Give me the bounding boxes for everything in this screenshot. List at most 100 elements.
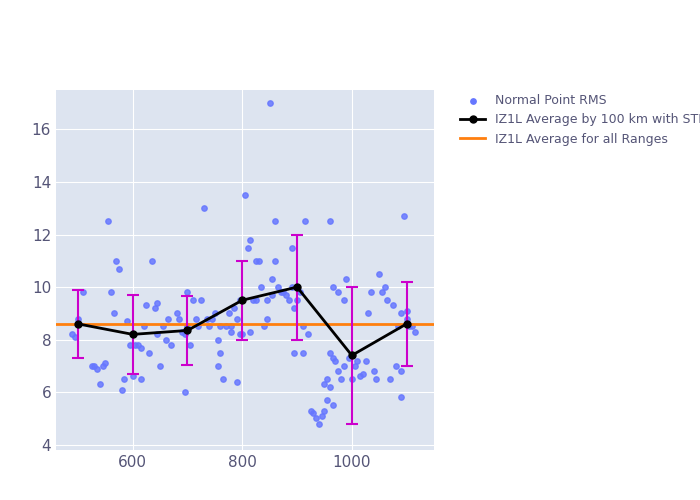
Point (398, 212, 409, 220)
Point (349, 362, 360, 370)
Point (162, 314, 174, 322)
Point (324, 383, 335, 391)
Point (374, 270, 385, 278)
Point (174, 314, 185, 322)
Point (195, 296, 206, 304)
Point (144, 349, 155, 357)
Point (404, 322, 415, 330)
Point (341, 275, 352, 283)
Point (357, 370, 368, 378)
Point (237, 330, 248, 338)
Point (130, 341, 141, 349)
Point (215, 349, 226, 357)
Point (248, 296, 259, 304)
Point (188, 296, 199, 304)
Point (215, 322, 226, 330)
Point (66, 330, 78, 338)
Point (360, 356, 371, 364)
Legend: Normal Point RMS, IZ1L Average by 100 km with STD, IZ1L Average for all Ranges: Normal Point RMS, IZ1L Average by 100 km… (456, 89, 700, 150)
Point (346, 375, 358, 383)
Point (401, 306, 412, 314)
Point (171, 310, 182, 318)
Point (270, 257, 281, 265)
Point (204, 322, 215, 330)
Point (377, 288, 388, 296)
Point (395, 310, 407, 318)
Point (158, 322, 169, 330)
Point (99, 360, 111, 368)
Point (89, 362, 100, 370)
Point (321, 375, 332, 383)
Point (97, 362, 108, 370)
Point (288, 349, 300, 357)
Point (239, 191, 251, 199)
Point (384, 375, 395, 383)
Point (182, 288, 193, 296)
Point (132, 341, 144, 349)
Point (206, 314, 218, 322)
Point (321, 396, 332, 404)
Point (314, 420, 325, 428)
Point (351, 356, 363, 364)
Point (251, 296, 262, 304)
Point (152, 330, 163, 338)
Point (286, 244, 297, 252)
Point (223, 310, 235, 318)
Point (251, 257, 262, 265)
Point (116, 386, 127, 394)
Point (264, 99, 275, 107)
Point (193, 322, 204, 330)
Point (209, 310, 220, 318)
Point (253, 257, 265, 265)
Point (160, 336, 172, 344)
Point (393, 322, 404, 330)
Point (270, 218, 281, 226)
Point (278, 288, 289, 296)
Point (179, 388, 190, 396)
Point (363, 310, 374, 318)
Point (288, 304, 300, 312)
Point (379, 283, 391, 291)
Point (119, 375, 130, 383)
Point (245, 328, 256, 336)
Point (332, 288, 344, 296)
Point (231, 378, 242, 386)
Point (318, 406, 330, 414)
Point (294, 288, 305, 296)
Point (284, 296, 295, 304)
Point (318, 380, 330, 388)
Point (335, 375, 346, 383)
Point (371, 375, 382, 383)
Point (338, 362, 349, 370)
Point (155, 362, 166, 370)
Point (324, 218, 335, 226)
Point (225, 322, 237, 330)
Point (212, 336, 223, 344)
Point (113, 264, 125, 272)
Point (102, 218, 113, 226)
Point (225, 328, 237, 336)
Point (234, 296, 245, 304)
Point (86, 362, 97, 370)
Point (395, 394, 407, 402)
Point (146, 257, 158, 265)
Point (327, 354, 338, 362)
Point (272, 283, 284, 291)
Point (410, 328, 421, 336)
Point (108, 310, 119, 318)
Point (344, 354, 355, 362)
Point (78, 288, 89, 296)
Point (245, 236, 256, 244)
Point (220, 322, 232, 330)
Point (105, 288, 116, 296)
Point (201, 314, 212, 322)
Point (212, 362, 223, 370)
Point (231, 314, 242, 322)
Point (69, 333, 80, 341)
Point (395, 367, 407, 375)
Point (149, 304, 160, 312)
Point (311, 414, 322, 422)
Point (368, 367, 379, 375)
Point (152, 299, 163, 307)
Point (179, 330, 190, 338)
